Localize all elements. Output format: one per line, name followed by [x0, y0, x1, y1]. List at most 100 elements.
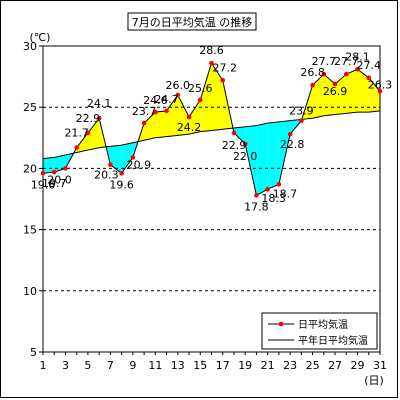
gridlines — [43, 106, 380, 292]
x-tick-label-29: 29 — [351, 359, 365, 372]
data-label-day-28: 27.7 — [334, 55, 359, 68]
x-tick-label-17: 17 — [216, 359, 230, 372]
data-points — [40, 60, 383, 198]
chart-title-box — [127, 12, 257, 31]
data-label-day-15: 25.6 — [188, 82, 213, 95]
data-label-day-10: 23.7 — [132, 105, 157, 118]
data-point-day-4 — [74, 145, 79, 150]
x-tick-label-31: 31 — [373, 359, 387, 372]
fill-segment-20 — [267, 121, 279, 190]
fill-segment-10 — [155, 110, 167, 138]
data-label-day-27: 26.9 — [323, 85, 348, 98]
data-label-day-4: 21.7 — [64, 127, 89, 140]
data-point-day-12 — [164, 108, 169, 114]
fill-segment-28 — [357, 69, 369, 113]
chart-title-group: 7月の日平均気温 の推移 — [127, 12, 257, 31]
data-label-day-22: 18.7 — [273, 187, 298, 200]
data-label-day-21: 18.3 — [261, 192, 286, 205]
data-point-day-28 — [344, 71, 349, 77]
data-label-day-5: 22.9 — [76, 112, 101, 125]
fill-segment-4 — [87, 118, 100, 151]
fill-segment-25 — [323, 74, 336, 116]
data-label-day-13: 26.0 — [166, 79, 191, 92]
x-tick-label-7: 7 — [107, 359, 114, 372]
fill-segment-26 — [335, 74, 347, 115]
data-point-day-18 — [231, 130, 237, 136]
data-point-day-1 — [40, 170, 46, 176]
fill-segment-17 — [233, 126, 246, 144]
data-label-day-16: 28.6 — [199, 44, 224, 57]
data-point-day-25 — [310, 82, 315, 88]
y-axis-unit-label: (℃) — [30, 31, 51, 44]
data-point-day-15 — [197, 97, 203, 103]
x-tick-label-5: 5 — [84, 359, 91, 372]
x-tick-label-19: 19 — [238, 359, 252, 372]
fill-segment-27 — [346, 69, 358, 114]
data-point-day-26 — [321, 71, 327, 77]
data-label-day-17: 27.2 — [212, 61, 237, 74]
data-labels: 19.619.720.021.722.924.120.319.620.923.7… — [31, 44, 393, 213]
data-label-day-12: 24.7 — [154, 93, 179, 106]
legend-label-normal: 平年日平均気温 — [298, 334, 368, 347]
x-tick-label-25: 25 — [306, 359, 320, 372]
x-tick-label-3: 3 — [62, 359, 69, 372]
data-point-day-13 — [175, 92, 181, 98]
y-tick-label-10: 10 — [23, 285, 37, 298]
data-point-day-6 — [96, 115, 102, 121]
data-point-day-2 — [51, 169, 57, 175]
data-point-day-14 — [186, 114, 192, 120]
x-tick-label-23: 23 — [283, 359, 297, 372]
legend-box — [261, 312, 378, 350]
y-tick-label-5: 5 — [30, 346, 37, 359]
x-tick-label-1: 1 — [40, 359, 47, 372]
data-label-day-19: 22.0 — [233, 150, 258, 163]
data-point-day-3 — [63, 166, 68, 171]
fill-segment-7 — [121, 142, 133, 174]
x-tick-label-21: 21 — [261, 359, 275, 372]
data-point-day-31 — [377, 88, 383, 94]
legend-swatch-actual-marker — [278, 321, 284, 327]
chart-title: 7月の日平均気温 の推移 — [132, 15, 253, 29]
data-point-day-27 — [332, 81, 338, 87]
y-tick-label-25: 25 — [23, 101, 37, 114]
data-point-day-7 — [108, 162, 113, 168]
fill-segment-29 — [368, 77, 380, 113]
data-point-day-5 — [85, 130, 91, 136]
fill-segment-0 — [43, 157, 55, 174]
data-point-day-20 — [254, 193, 259, 198]
x-tick-label-9: 9 — [129, 359, 136, 372]
fill-segment-21 — [278, 120, 291, 185]
data-label-day-1: 19.6 — [31, 178, 56, 191]
x-axis-unit-label: (日) — [364, 374, 384, 387]
data-point-day-16 — [209, 60, 214, 66]
x-tick-label-11: 11 — [148, 359, 162, 372]
data-label-day-23: 22.8 — [280, 138, 305, 151]
fill-segment-1 — [54, 154, 66, 173]
data-label-day-14: 24.2 — [177, 121, 202, 134]
data-point-day-17 — [220, 77, 226, 83]
fill-segment-11 — [166, 94, 178, 137]
series-line-normal — [42, 110, 381, 160]
data-label-day-8: 19.6 — [109, 178, 134, 191]
data-label-day-11: 24.6 — [143, 94, 168, 107]
fill-segment-18 — [245, 125, 257, 196]
data-point-day-24 — [299, 118, 304, 123]
x-tick-label-13: 13 — [171, 359, 185, 372]
fill-segment-19 — [256, 123, 268, 196]
y-tick-label-15: 15 — [23, 224, 37, 237]
data-label-day-7: 20.3 — [94, 169, 119, 182]
data-point-day-23 — [287, 131, 293, 137]
data-point-day-8 — [119, 170, 124, 176]
data-label-day-2: 19.7 — [42, 177, 67, 190]
y-tick-label-20: 20 — [23, 162, 37, 175]
data-label-day-18: 22.9 — [222, 139, 247, 152]
data-label-day-29: 28.1 — [345, 50, 370, 63]
data-point-day-30 — [366, 75, 372, 81]
data-point-day-11 — [153, 109, 158, 115]
data-label-day-26: 27.7 — [312, 55, 337, 68]
legend-label-actual: 日平均気温 — [298, 318, 348, 331]
fill-segment-14 — [200, 63, 212, 132]
